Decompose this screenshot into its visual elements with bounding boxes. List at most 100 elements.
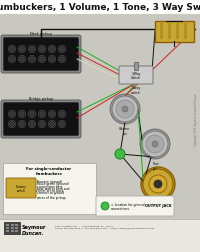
Bar <box>4 222 20 234</box>
Circle shape <box>101 202 109 210</box>
FancyBboxPatch shape <box>1 36 81 74</box>
Circle shape <box>40 112 44 117</box>
Circle shape <box>18 46 26 54</box>
Text: 5427 Hollister Ave.  •  Santa Barbara, CA  93111
Phone: 800.966.9610  •  Fax: 80: 5427 Hollister Ave. • Santa Barbara, CA … <box>55 225 154 228</box>
Circle shape <box>112 97 138 122</box>
Circle shape <box>18 111 26 118</box>
Text: 3-way
switch: 3-way switch <box>131 86 141 94</box>
Bar <box>6 227 9 229</box>
Text: Bridge pickup: Bridge pickup <box>29 97 53 101</box>
Circle shape <box>140 130 170 159</box>
Circle shape <box>20 57 24 62</box>
Circle shape <box>40 57 44 62</box>
Bar <box>0 0 200 15</box>
Circle shape <box>8 121 16 128</box>
Text: Tone
pot: Tone pot <box>152 161 158 170</box>
Circle shape <box>40 122 44 127</box>
Circle shape <box>116 101 134 118</box>
Circle shape <box>142 132 168 158</box>
Circle shape <box>30 48 34 52</box>
Text: Volume
pot: Volume pot <box>119 127 131 135</box>
FancyBboxPatch shape <box>154 21 194 42</box>
Circle shape <box>18 121 26 128</box>
Circle shape <box>60 122 64 127</box>
Circle shape <box>28 56 36 64</box>
Circle shape <box>8 111 16 118</box>
Circle shape <box>48 46 56 54</box>
Bar <box>168 24 171 40</box>
Text: 3-Way
Switch: 3-Way Switch <box>131 71 141 80</box>
Bar <box>6 230 9 232</box>
Circle shape <box>50 112 54 117</box>
Bar <box>6 224 9 226</box>
Text: Duncan.: Duncan. <box>22 230 44 235</box>
Circle shape <box>60 57 64 62</box>
Text: Neck pickup: Neck pickup <box>30 32 52 36</box>
Text: Barzam (ground)
connections here
center of the back: Barzam (ground) connections here center … <box>36 179 64 193</box>
Bar <box>0 219 200 252</box>
Circle shape <box>115 149 125 159</box>
FancyBboxPatch shape <box>2 163 96 214</box>
Circle shape <box>143 169 173 199</box>
Circle shape <box>58 46 66 54</box>
Circle shape <box>146 136 164 153</box>
Circle shape <box>10 57 14 62</box>
Circle shape <box>50 122 54 127</box>
Circle shape <box>48 121 56 128</box>
FancyBboxPatch shape <box>1 101 81 138</box>
Bar <box>176 24 179 40</box>
Circle shape <box>38 111 46 118</box>
Circle shape <box>30 122 34 127</box>
Circle shape <box>10 112 14 117</box>
Circle shape <box>8 46 16 54</box>
Circle shape <box>18 56 26 64</box>
Text: 2 Humbuckers, 1 Volume, 1 Tone, 3 Way Switch: 2 Humbuckers, 1 Volume, 1 Tone, 3 Way Sw… <box>0 3 200 12</box>
Bar <box>15 230 18 232</box>
Bar <box>0 15 200 219</box>
Text: Dummy
switch: Dummy switch <box>16 184 26 193</box>
Circle shape <box>10 122 14 127</box>
Circle shape <box>38 56 46 64</box>
Text: = location for ground
connections: = location for ground connections <box>111 202 144 210</box>
Circle shape <box>152 141 158 147</box>
Bar <box>134 63 138 71</box>
Circle shape <box>20 122 24 127</box>
Text: For single-conductor
humbuckers: For single-conductor humbuckers <box>26 166 72 175</box>
Circle shape <box>10 48 14 52</box>
Text: OUTPUT JACK: OUTPUT JACK <box>145 203 171 207</box>
FancyBboxPatch shape <box>6 178 36 198</box>
Text: Copyright 2002 Seymour Duncan Pickups: Copyright 2002 Seymour Duncan Pickups <box>194 93 198 145</box>
Circle shape <box>122 107 128 113</box>
Circle shape <box>58 121 66 128</box>
Text: Route green (ground)
bare wire to here and
connect to ground
wires of the pickup: Route green (ground) bare wire to here a… <box>37 181 69 199</box>
Bar <box>160 24 163 40</box>
Circle shape <box>48 111 56 118</box>
Circle shape <box>30 57 34 62</box>
FancyBboxPatch shape <box>4 103 78 136</box>
Circle shape <box>28 111 36 118</box>
Circle shape <box>20 48 24 52</box>
Circle shape <box>60 48 64 52</box>
Bar <box>10 224 14 226</box>
Bar <box>10 230 14 232</box>
Circle shape <box>30 112 34 117</box>
FancyBboxPatch shape <box>96 196 174 216</box>
Bar <box>15 227 18 229</box>
FancyBboxPatch shape <box>4 38 78 71</box>
FancyBboxPatch shape <box>119 67 153 85</box>
Bar <box>184 24 187 40</box>
Circle shape <box>20 112 24 117</box>
Bar <box>10 227 14 229</box>
Circle shape <box>58 56 66 64</box>
Circle shape <box>38 46 46 54</box>
Circle shape <box>60 112 64 117</box>
Circle shape <box>28 46 36 54</box>
Circle shape <box>8 56 16 64</box>
Circle shape <box>50 57 54 62</box>
Circle shape <box>58 111 66 118</box>
Circle shape <box>40 48 44 52</box>
Circle shape <box>154 180 162 188</box>
Circle shape <box>110 94 140 124</box>
Bar <box>15 224 18 226</box>
Circle shape <box>149 175 167 193</box>
